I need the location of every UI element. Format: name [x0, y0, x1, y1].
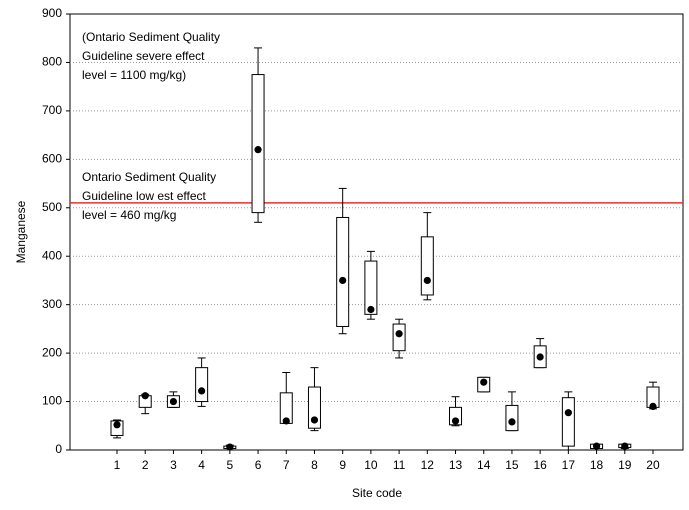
y-tick-label: 600 — [42, 152, 62, 166]
y-tick-label: 100 — [42, 394, 62, 408]
x-tick-label: 13 — [449, 458, 463, 472]
y-tick-label: 800 — [42, 55, 62, 69]
x-tick-label: 7 — [283, 458, 290, 472]
x-tick-label: 14 — [477, 458, 491, 472]
center-dot — [564, 409, 572, 417]
x-tick-label: 15 — [505, 458, 519, 472]
annotation: Ontario Sediment Quality — [82, 170, 216, 184]
x-tick-label: 10 — [364, 458, 378, 472]
box — [420, 236, 434, 296]
y-tick-label: 700 — [42, 103, 62, 117]
box — [364, 260, 378, 315]
box — [251, 74, 265, 214]
box — [195, 367, 209, 403]
annotation: Guideline low est effect — [82, 189, 207, 203]
annotation: level = 1100 mg/kg) — [82, 68, 186, 82]
center-dot — [536, 353, 544, 361]
x-tick-label: 9 — [339, 458, 346, 472]
y-tick-label: 400 — [42, 248, 62, 262]
annotation: level = 460 mg/kg — [82, 208, 176, 222]
x-tick-label: 16 — [533, 458, 547, 472]
annotation: Guideline severe effect — [82, 49, 205, 63]
box — [336, 216, 350, 327]
x-tick-label: 6 — [255, 458, 262, 472]
plot-frame — [69, 13, 684, 451]
y-tick-label: 500 — [42, 200, 62, 214]
center-dot — [113, 421, 121, 429]
center-dot — [423, 276, 431, 285]
center-dot — [226, 443, 234, 451]
x-tick-label: 11 — [393, 458, 406, 472]
center-dot — [254, 146, 262, 154]
center-dot — [395, 330, 403, 338]
x-tick-label: 5 — [226, 458, 233, 472]
x-tick-label: 2 — [142, 458, 149, 472]
x-tick-label: 4 — [198, 458, 205, 472]
x-tick-label: 19 — [618, 458, 632, 472]
box — [505, 404, 519, 432]
x-tick-label: 18 — [590, 458, 604, 472]
center-dot — [141, 392, 149, 400]
center-dot — [367, 305, 375, 314]
annotation: (Ontario Sediment Quality — [82, 30, 220, 44]
y-tick-label: 0 — [55, 442, 62, 456]
center-dot — [310, 416, 319, 424]
y-tick-label: 300 — [42, 297, 62, 311]
center-dot — [198, 387, 206, 395]
x-axis-label: Site code — [352, 486, 402, 500]
center-dot — [339, 276, 347, 285]
center-dot — [592, 442, 601, 450]
box — [392, 323, 406, 352]
center-dot — [508, 418, 516, 426]
center-dot — [649, 402, 657, 410]
x-tick-label: 3 — [170, 458, 177, 472]
x-tick-label: 1 — [114, 458, 121, 472]
center-dot — [169, 397, 178, 406]
center-dot — [282, 417, 290, 425]
y-tick-label: 200 — [42, 345, 62, 359]
center-dot — [451, 417, 460, 425]
x-tick-label: 17 — [562, 458, 576, 472]
x-tick-label: 8 — [311, 458, 318, 472]
x-tick-label: 20 — [646, 458, 660, 472]
center-dot — [480, 378, 488, 386]
box — [561, 397, 575, 447]
y-tick-label: 900 — [42, 6, 62, 20]
y-axis-label: Manganese — [14, 200, 28, 263]
box — [307, 386, 321, 429]
x-tick-label: 12 — [421, 458, 435, 472]
center-dot — [621, 442, 629, 450]
